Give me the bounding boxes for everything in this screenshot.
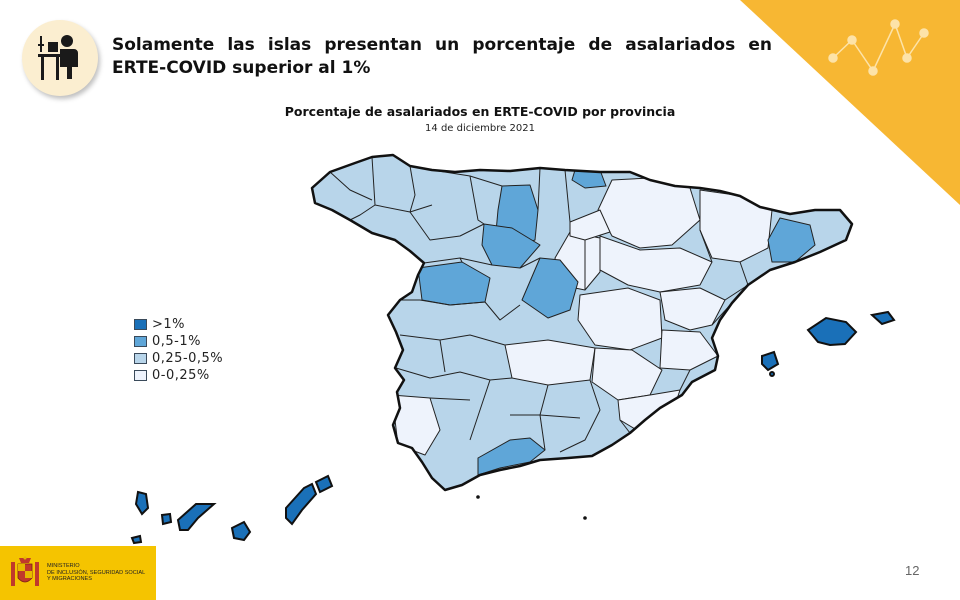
- island-formentera: [769, 371, 775, 377]
- province-cuenca: [577, 287, 663, 351]
- coastline: [310, 153, 854, 492]
- island-fuerteventura: [285, 482, 318, 526]
- logo-line: MINISTERIO: [47, 563, 80, 569]
- logo-line: Y MIGRACIONES: [47, 576, 92, 582]
- melilla-dot: [583, 516, 587, 520]
- logo-line: DE INCLUSIÓN, SEGURIDAD SOCIAL: [47, 569, 146, 576]
- island-mallorca: [806, 316, 858, 347]
- island-tenerife: [176, 503, 217, 531]
- legend-label: 0,5-1%: [152, 334, 201, 349]
- legend-swatch: [134, 353, 147, 364]
- province-borders: [329, 156, 749, 453]
- legend-swatch: [134, 370, 147, 381]
- map-legend: >1% 0,5-1% 0,25-0,5% 0-0,25%: [134, 316, 223, 384]
- legend-swatch: [134, 319, 147, 330]
- ministry-logo-text: MINISTERIO DE INCLUSIÓN, SEGURIDAD SOCIA…: [47, 563, 152, 583]
- balearic-islands: [761, 310, 896, 377]
- legend-item-05-1: 0,5-1%: [134, 333, 223, 350]
- province-burgos-la-rioja: [569, 209, 611, 241]
- island-lanzarote: [314, 474, 334, 494]
- legend-item-0-025: 0-0,25%: [134, 367, 223, 384]
- province-valencia: [659, 329, 719, 371]
- canary-islands: [130, 474, 334, 545]
- legend-label: >1%: [152, 317, 186, 332]
- province-madrid: [521, 257, 579, 319]
- island-la-gomera: [160, 512, 173, 526]
- person-at-desk-icon: [38, 35, 78, 80]
- map-subtitle: 14 de diciembre 2021: [425, 123, 535, 134]
- map-title: Porcentaje de asalariados en ERTE-COVID …: [284, 104, 676, 119]
- legend-label: 0-0,25%: [152, 368, 210, 383]
- mainland-spain: [310, 153, 854, 492]
- island-menorca: [869, 310, 896, 326]
- province-lleida: [699, 189, 773, 263]
- island-gran-canaria: [230, 520, 252, 542]
- legend-item-025-05: 0,25-0,5%: [134, 350, 223, 367]
- network-dots-icon: [828, 19, 929, 76]
- ceuta-dot: [476, 495, 480, 499]
- province-ciudad-real: [504, 339, 596, 386]
- legend-item-over-1: >1%: [134, 316, 223, 333]
- island-el-hierro: [130, 534, 143, 545]
- headline: Solamente las islas presentan un porcent…: [112, 35, 772, 78]
- coat-of-arms-icon: [11, 556, 39, 586]
- province-base: [312, 155, 852, 490]
- page-number: 12: [905, 563, 920, 578]
- legend-swatch: [134, 336, 147, 347]
- header-icon-badge: [22, 20, 98, 96]
- legend-label: 0,25-0,5%: [152, 351, 224, 366]
- corner-decoration: [740, 0, 960, 205]
- island-ibiza: [761, 350, 780, 372]
- island-la-palma: [134, 490, 150, 516]
- province-zaragoza: [599, 235, 713, 293]
